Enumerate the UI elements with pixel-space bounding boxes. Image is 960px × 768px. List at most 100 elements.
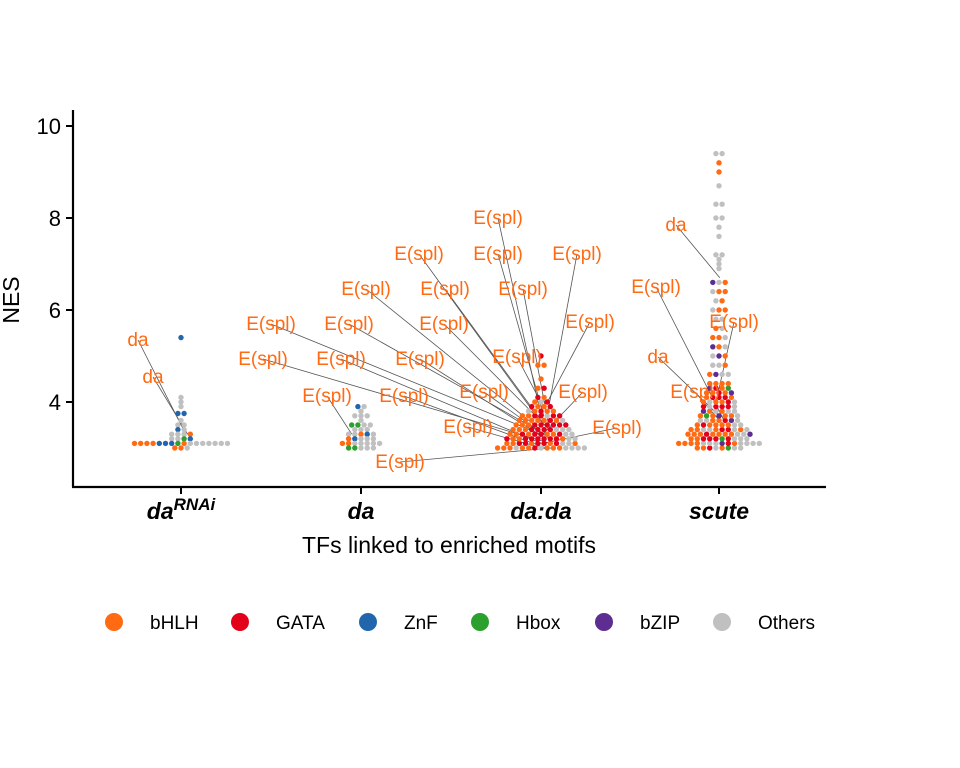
data-point-others (181, 431, 187, 437)
annotation-label: E(spl) (473, 208, 523, 229)
data-point-bhlh (688, 436, 694, 442)
data-point-gata (703, 431, 710, 437)
data-point-others (178, 394, 184, 401)
legend-key-bhlh (105, 613, 123, 631)
data-point-others (181, 422, 187, 428)
data-point-others (713, 201, 719, 207)
annotation-label: E(spl) (670, 382, 720, 403)
data-point-others (352, 431, 358, 437)
data-point-gata (725, 399, 731, 405)
data-point-others (364, 445, 370, 451)
data-point-hbox (355, 422, 361, 428)
data-point-others (725, 408, 731, 414)
data-point-gata (713, 403, 719, 410)
data-point-others (750, 440, 756, 447)
data-point-bhlh (544, 408, 550, 414)
annotation-leader-line (444, 288, 545, 426)
data-point-gata (538, 413, 544, 419)
data-point-bhlh (722, 413, 728, 419)
data-point-hbox (345, 445, 352, 451)
data-point-others (713, 408, 719, 414)
annotation-label: E(spl) (443, 417, 493, 438)
data-point-others (731, 436, 738, 442)
data-point-gata (547, 426, 553, 433)
data-point-znf (156, 440, 162, 447)
annotation-leader-line (399, 447, 552, 463)
data-point-bhlh (697, 413, 704, 419)
data-point-bhlh (728, 394, 735, 401)
data-point-others (722, 344, 728, 350)
data-point-bhlh (716, 417, 722, 424)
annotation-label: E(spl) (395, 349, 445, 370)
data-point-znf (162, 440, 169, 447)
data-point-bhlh (722, 431, 728, 437)
data-point-others (713, 252, 719, 258)
data-point-bhlh (513, 431, 519, 437)
data-point-bhlh (525, 445, 532, 451)
data-point-bzip (707, 385, 713, 391)
legend-label-znf: ZnF (404, 613, 438, 634)
annotation-leader-line (418, 253, 540, 421)
data-point-bhlh (722, 307, 728, 313)
data-point-gata (504, 436, 510, 442)
data-point-bhlh (519, 445, 526, 451)
data-point-gata (713, 385, 719, 391)
legend: bHLH GATA ZnF Hbox bZIP Others (105, 613, 815, 634)
data-point-others (175, 431, 181, 437)
data-point-others (725, 371, 731, 378)
data-point-bhlh (710, 417, 716, 424)
x-category-label-scute: scute (689, 498, 749, 524)
data-point-bhlh (716, 431, 722, 437)
data-point-bhlh (703, 390, 710, 396)
data-point-others (713, 215, 719, 221)
data-point-bhlh (522, 426, 529, 433)
annotation-leader-line (403, 395, 547, 449)
data-point-bhlh (172, 445, 178, 451)
data-point-others (184, 445, 190, 451)
data-point-bhlh (700, 445, 707, 451)
data-point-bzip (728, 390, 735, 396)
data-point-bhlh (144, 440, 150, 447)
data-point-others (744, 440, 750, 447)
data-point-others (364, 436, 370, 442)
data-point-bzip (719, 440, 725, 447)
data-point-others (358, 440, 364, 447)
data-point-gata (532, 445, 538, 451)
data-point-bhlh (138, 440, 144, 447)
data-point-others (181, 426, 187, 433)
data-point-bhlh (728, 413, 735, 419)
data-point-bhlh (553, 417, 560, 424)
data-point-others (364, 426, 370, 433)
annotation-label: E(spl) (492, 347, 542, 368)
y-axis-title: NES (0, 276, 24, 323)
legend-key-others (713, 613, 731, 631)
data-point-others (370, 431, 377, 437)
data-point-gata (556, 422, 563, 428)
data-point-others (538, 445, 544, 451)
data-point-others (352, 426, 358, 433)
data-point-bhlh (707, 408, 713, 414)
data-point-others (734, 431, 741, 437)
annotation-label: E(spl) (246, 314, 296, 335)
data-point-others (187, 440, 193, 447)
data-point-bhlh (522, 417, 529, 424)
data-point-gata (541, 385, 547, 391)
data-point-bhlh (535, 385, 541, 391)
data-point-others (370, 440, 377, 447)
data-point-bhlh (535, 417, 541, 424)
data-point-others (361, 403, 367, 410)
data-point-gata (553, 436, 560, 442)
data-point-gata (700, 436, 707, 442)
data-point-bhlh (550, 431, 557, 437)
data-point-bhlh (556, 445, 563, 451)
x-category-label-dada: da:da (510, 498, 572, 524)
data-point-gata (716, 394, 722, 401)
data-point-others (178, 399, 184, 405)
data-point-others (364, 413, 370, 419)
data-point-gata (522, 440, 529, 447)
annotation-label: E(spl) (420, 279, 470, 300)
data-point-gata (719, 403, 725, 410)
annotation-leader-line (443, 323, 550, 430)
annotation-label: E(spl) (709, 312, 759, 333)
data-point-others (731, 408, 738, 414)
